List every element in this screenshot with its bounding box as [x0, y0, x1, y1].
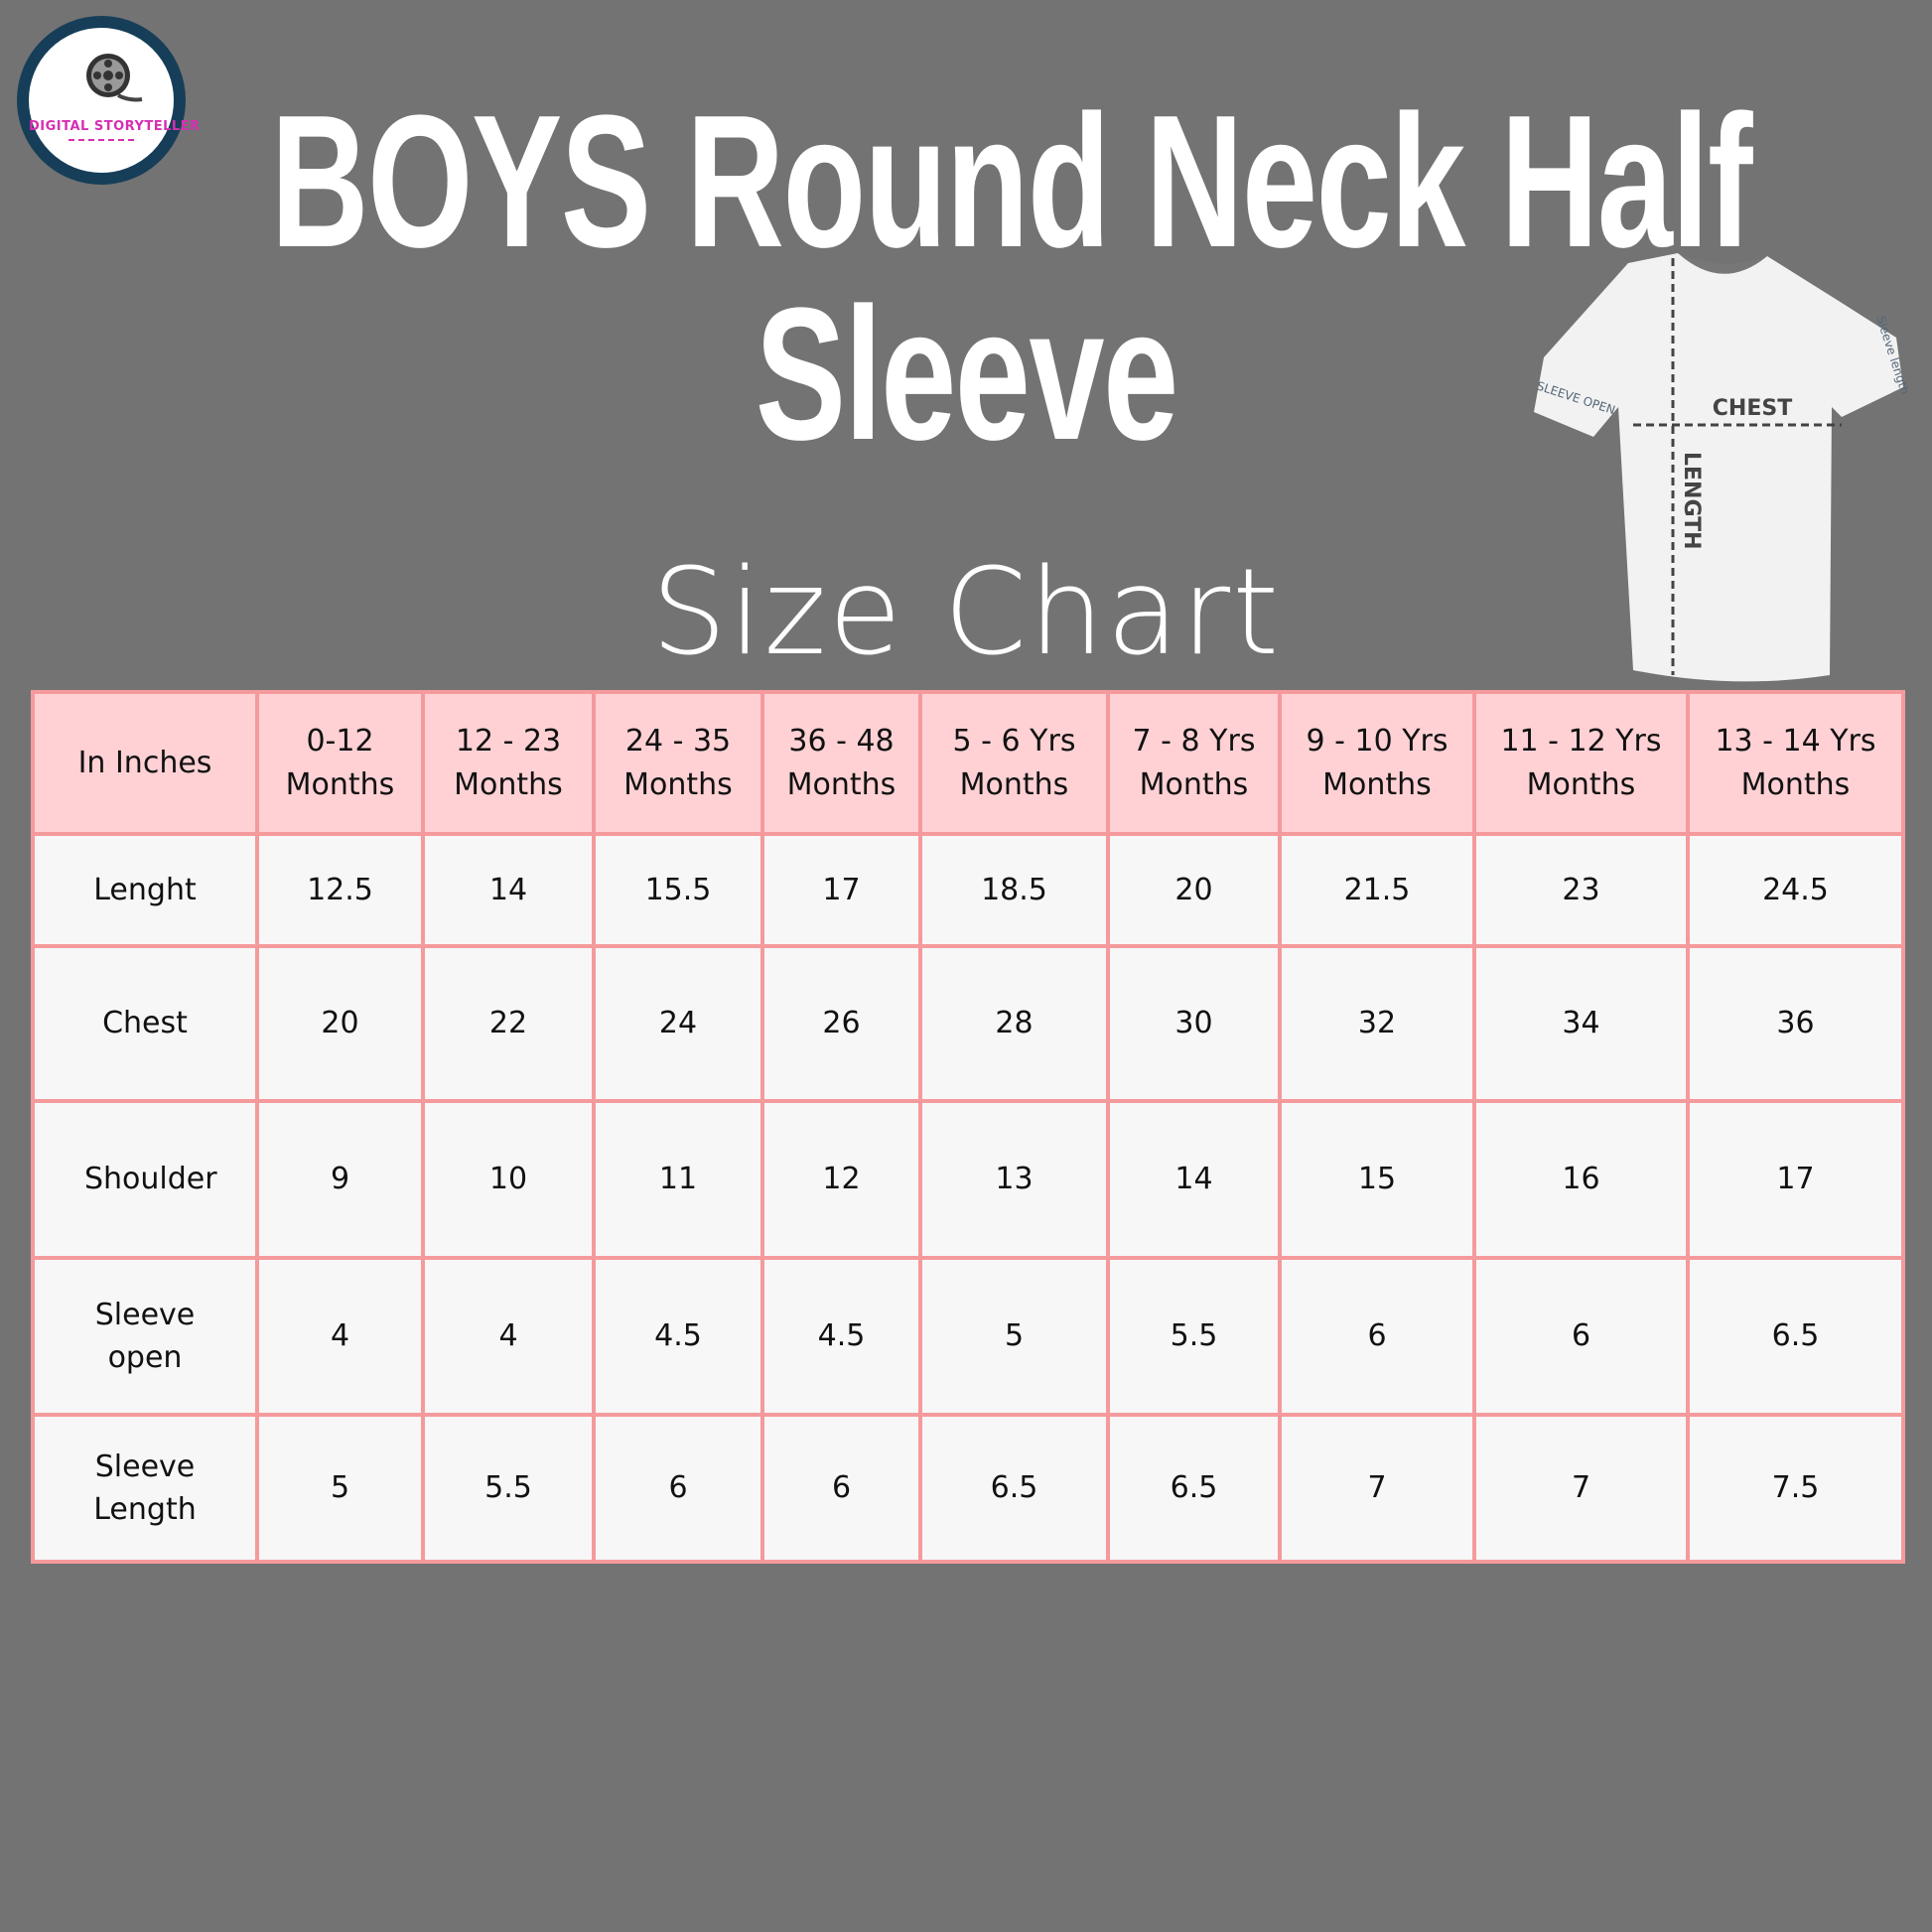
table-row: Shoulder 9 10 11 12 13 14 15 16 17 [31, 1099, 1905, 1260]
table-cell: 36 [1686, 944, 1905, 1103]
table-cell: 6 [1472, 1256, 1690, 1417]
column-header: 36 - 48 Months [760, 690, 922, 836]
column-header: 24 - 35 Months [592, 690, 764, 836]
table-cell: 34 [1472, 944, 1690, 1103]
table-cell: 15.5 [592, 832, 764, 948]
table-cell: 14 [421, 832, 596, 948]
tshirt-measurement-diagram: CHEST LENGTH SLEEVE OPEN Sleeve length [1534, 253, 1911, 682]
table-cell: 28 [918, 944, 1110, 1103]
table-cell: 16 [1472, 1099, 1690, 1260]
table-cell: 17 [1686, 1099, 1905, 1260]
table-cell: 20 [255, 944, 425, 1103]
table-cell: 4 [421, 1256, 596, 1417]
page-title-line1: BOYS Round Neck Half [270, 76, 1753, 287]
row-label: Sleeve open [31, 1256, 259, 1417]
table-cell: 12.5 [255, 832, 425, 948]
table-cell: 20 [1106, 832, 1282, 948]
length-label: LENGTH [1679, 452, 1704, 550]
brand-logo: DIGITAL STORYTELLER [17, 16, 201, 185]
table-cell: 24.5 [1686, 832, 1905, 948]
column-header: 11 - 12 Yrs Months [1472, 690, 1690, 836]
table-cell: 6 [592, 1413, 764, 1564]
table-cell: 7 [1278, 1413, 1476, 1564]
table-cell: 4 [255, 1256, 425, 1417]
chest-label: CHEST [1713, 396, 1792, 421]
column-header: 0-12 Months [255, 690, 425, 836]
table-cell: 26 [760, 944, 922, 1103]
table-cell: 9 [255, 1099, 425, 1260]
table-cell: 14 [1106, 1099, 1282, 1260]
table-cell: 18.5 [918, 832, 1110, 948]
column-header: 13 - 14 Yrs Months [1686, 690, 1905, 836]
table-cell: 5.5 [421, 1413, 596, 1564]
table-cell: 24 [592, 944, 764, 1103]
table-cell: 6.5 [1686, 1256, 1905, 1417]
table-header-row: In Inches 0-12 Months 12 - 23 Months 24 - 3… [31, 690, 1905, 836]
table-cell: 10 [421, 1099, 596, 1260]
table-cell: 6 [760, 1413, 922, 1564]
table-row: Sleeve Length 5 5.5 6 6 6.5 6.5 7 7 7.5 [31, 1413, 1905, 1564]
table-cell: 5 [255, 1413, 425, 1564]
table-cell: 6 [1278, 1256, 1476, 1417]
row-label: Lenght [31, 832, 259, 948]
table-cell: 11 [592, 1099, 764, 1260]
table-cell: 15 [1278, 1099, 1476, 1260]
page-subtitle: Size Chart [650, 544, 1282, 682]
film-reel-icon [86, 54, 143, 102]
logo-underline [69, 139, 134, 141]
table-cell: 7 [1472, 1413, 1690, 1564]
table-cell: 30 [1106, 944, 1282, 1103]
table-cell: 23 [1472, 832, 1690, 948]
column-header: 7 - 8 Yrs Months [1106, 690, 1282, 836]
table-cell: 6.5 [1106, 1413, 1282, 1564]
table-cell: 13 [918, 1099, 1110, 1260]
table-cell: 7.5 [1686, 1413, 1905, 1564]
table-cell: 17 [760, 832, 922, 948]
row-label: Chest [31, 944, 259, 1103]
table-cell: 5.5 [1106, 1256, 1282, 1417]
table-row: Lenght 12.5 14 15.5 17 18.5 20 21.5 23 24.5 [31, 832, 1905, 948]
row-label: Shoulder [31, 1099, 259, 1260]
table-cell: 21.5 [1278, 832, 1476, 948]
column-header: 9 - 10 Yrs Months [1278, 690, 1476, 836]
table-cell: 6.5 [918, 1413, 1110, 1564]
logo-text: DIGITAL STORYTELLER [29, 119, 201, 134]
table-row: Sleeve open 4 4 4.5 4.5 5 5.5 6 6 6.5 [31, 1256, 1905, 1417]
row-label: Sleeve Length [31, 1413, 259, 1564]
column-header: 5 - 6 Yrs Months [918, 690, 1110, 836]
table-row: Chest 20 22 24 26 28 30 32 34 36 [31, 944, 1905, 1103]
column-header: In Inches [31, 690, 259, 836]
table-cell: 12 [760, 1099, 922, 1260]
table-cell: 4.5 [760, 1256, 922, 1417]
table-cell: 5 [918, 1256, 1110, 1417]
table-cell: 4.5 [592, 1256, 764, 1417]
column-header: 12 - 23 Months [421, 690, 596, 836]
table-cell: 32 [1278, 944, 1476, 1103]
table-cell: 22 [421, 944, 596, 1103]
size-chart-table: In Inches 0-12 Months 12 - 23 Months 24 - 3… [31, 690, 1905, 1564]
page-title-line2: Sleeve [755, 269, 1178, 480]
